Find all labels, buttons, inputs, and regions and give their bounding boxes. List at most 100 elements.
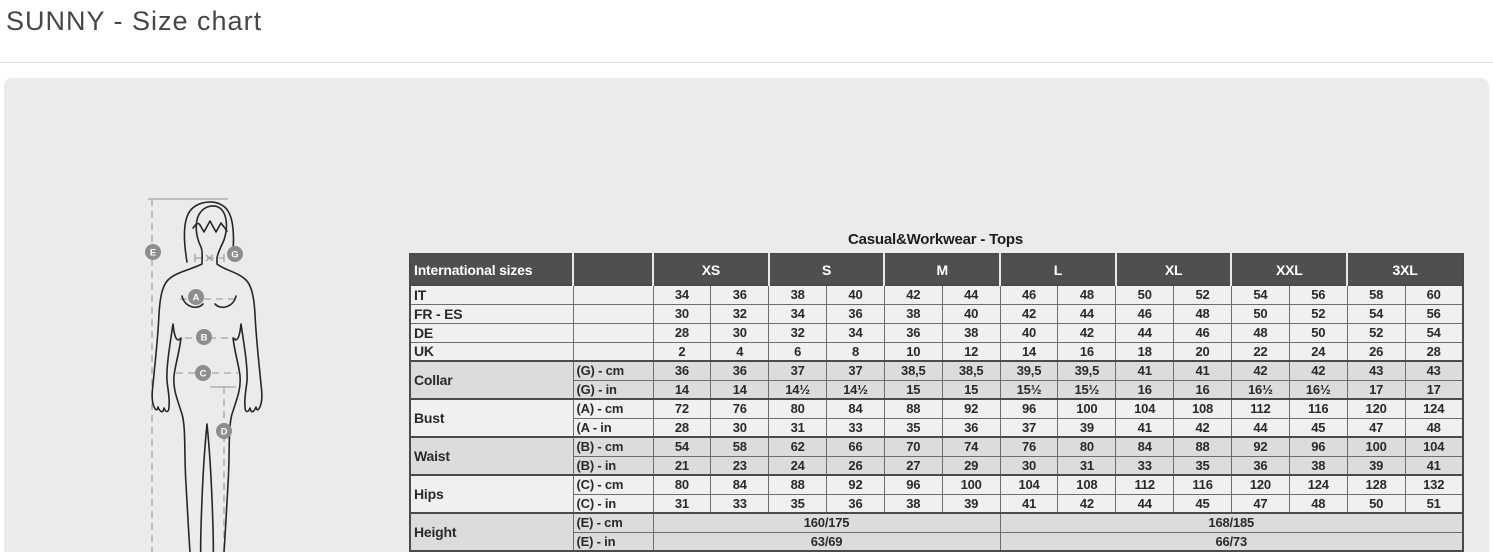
page-title: SUNNY - Size chart: [6, 6, 263, 36]
measurement-row: (B) - in 21 23 24 26 27 29 30 31 33 35 36 38 39 41: [410, 455, 1464, 476]
value-cell: 104: [1115, 398, 1175, 419]
value-cell: 74: [941, 436, 1001, 457]
value-cell: 43: [1346, 360, 1406, 381]
unit-cell: [572, 303, 654, 324]
label-point-D: D: [216, 423, 232, 439]
value-cell: 50: [1346, 493, 1406, 514]
value-cell: 48: [1404, 417, 1464, 438]
value-cell: 84: [826, 398, 885, 419]
value-cell: 46: [999, 284, 1059, 305]
value-cell: 42: [1057, 493, 1117, 514]
value-cell: 38: [883, 493, 943, 514]
value-cell: 60: [1404, 284, 1464, 305]
value-cell: 116: [1288, 398, 1348, 419]
value-cell: 104: [999, 474, 1059, 495]
unit-cell: (A - in: [572, 417, 654, 438]
value-cell: 20: [1173, 341, 1232, 362]
value-cell: 108: [1173, 398, 1232, 419]
value-cell: 33: [1115, 455, 1175, 476]
value-cell: 36: [826, 303, 885, 324]
value-cell: 54: [1404, 322, 1464, 343]
value-cell: 41: [1173, 360, 1232, 381]
value-cell: 47: [1230, 493, 1290, 514]
conversion-row: UK 2 4 6 8 10 12 14 16 18 20 22 24 26 28: [409, 341, 1464, 362]
value-cell: 46: [1115, 303, 1175, 324]
value-cell: 33: [826, 417, 885, 438]
value-cell: 34: [826, 322, 885, 343]
label-circle-G: [227, 246, 243, 262]
value-cell: 36: [652, 360, 712, 381]
size-chart-section: Casual&Workwear - Tops International siz…: [409, 231, 1464, 552]
value-cell: 15½: [999, 379, 1059, 400]
value-cell: 28: [1404, 341, 1464, 362]
label-letter-D: D: [221, 427, 228, 438]
measurement-row: (A - in 28 30 31 33 35 36 37 39 41 42 44 45 47 48: [410, 417, 1464, 438]
unit-cell: [572, 322, 654, 343]
value-cell: 21: [652, 455, 712, 476]
value-cell: 38: [768, 284, 828, 305]
label-letter-C: C: [200, 369, 207, 380]
value-cell: 16: [1173, 379, 1232, 400]
value-cell: 16: [1057, 341, 1117, 362]
value-cell: 58: [710, 436, 770, 457]
label-letter-B: B: [201, 333, 208, 344]
value-cell: 17: [1346, 379, 1406, 400]
value-cell: 45: [1288, 417, 1348, 438]
size-header-xl: XL: [1114, 254, 1232, 285]
value-cell: 38: [883, 303, 943, 324]
value-cell: 14: [652, 379, 712, 400]
conversion-row: FR - ES 30 32 34 36 38 40 42 44 46 48 50 52 54 56: [409, 303, 1464, 324]
value-cell: 104: [1404, 436, 1464, 457]
value-cell: 6: [768, 341, 828, 362]
value-cell: 46: [1173, 322, 1232, 343]
conversion-row: DE 28 30 32 34 36 38 40 42 44 46 48 50 52 54: [409, 322, 1464, 343]
measurement-row: Collar (G) - cm 36 36 37 37 38,5 38,5 39,5 39,5 41…: [409, 360, 1464, 400]
size-header-xxl: XXL: [1230, 254, 1348, 285]
value-cell: 116: [1173, 474, 1232, 495]
value-cell: 40: [826, 284, 885, 305]
value-cell: 36: [710, 284, 770, 305]
value-cell: 42: [1057, 322, 1117, 343]
height-row: Height (E) - cm 160/175 168/185: [409, 512, 1464, 552]
unit-cell: (E) - in: [572, 531, 654, 552]
value-cell: 54: [1346, 303, 1406, 324]
label-point-G: G: [227, 246, 243, 262]
value-cell: 39: [1346, 455, 1406, 476]
value-cell: 8: [826, 341, 885, 362]
value-cell: 14: [999, 341, 1059, 362]
value-cell: 42: [999, 303, 1059, 324]
value-cell: 88: [1173, 436, 1232, 457]
value-cell: 14½: [768, 379, 828, 400]
size-header-xs: XS: [652, 254, 769, 285]
unit-cell: (G) - cm: [572, 360, 654, 381]
value-cell: 76: [999, 436, 1059, 457]
value-cell: 48: [1173, 303, 1232, 324]
measurement-row: (G) - in 14 14 14½ 14½ 15 15 15½ 15½ 16 16 16½ 16½ 17…: [410, 379, 1464, 400]
bust-curves: [181, 295, 237, 308]
value-cell: 80: [652, 474, 712, 495]
label-point-E: E: [145, 244, 161, 260]
value-cell: 58: [1346, 284, 1406, 305]
value-cell: 28: [652, 322, 712, 343]
value-cell: 36: [1230, 455, 1290, 476]
value-cell: 12: [941, 341, 1001, 362]
label-circle-C: [195, 365, 211, 381]
label-point-C: C: [195, 365, 211, 381]
value-cell: 88: [883, 398, 943, 419]
measurement-row: Bust (A) - cm 72 76 80 84 88 92 96 100 104 108 112 11…: [409, 398, 1464, 438]
value-cell: 42: [883, 284, 943, 305]
value-cell: 50: [1288, 322, 1348, 343]
value-cell: 100: [941, 474, 1001, 495]
value-cell: 39: [1057, 417, 1117, 438]
value-cell: 38,5: [941, 360, 1001, 381]
value-cell: 48: [1057, 284, 1117, 305]
value-cell: 120: [1230, 474, 1290, 495]
unit-cell: (C) - in: [572, 493, 654, 514]
value-cell: 100: [1057, 398, 1117, 419]
value-cell: 39,5: [1057, 360, 1117, 381]
value-cell: 44: [1057, 303, 1117, 324]
value-cell: 32: [710, 303, 770, 324]
label-circle-B: [196, 329, 212, 345]
unit-cell: [572, 341, 654, 362]
value-cell: 80: [1057, 436, 1117, 457]
